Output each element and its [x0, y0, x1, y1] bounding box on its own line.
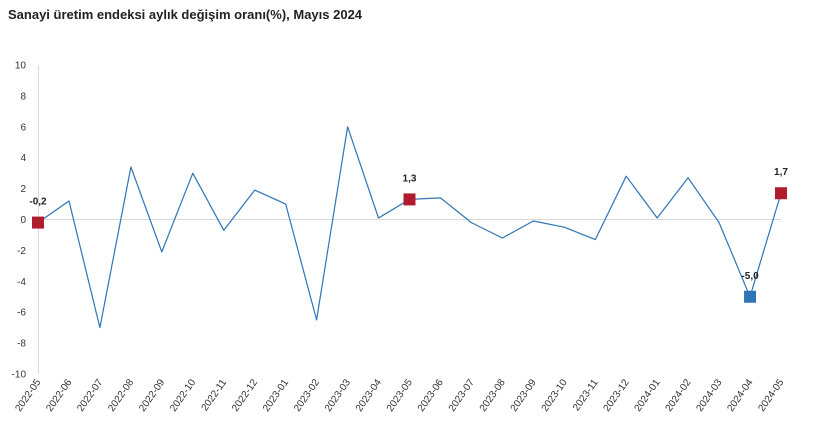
- marker-layer: -0,2 1,3 -5,0 1,7: [29, 167, 788, 303]
- chart-title: Sanayi üretim endeksi aylık değişim oran…: [8, 7, 363, 22]
- y-axis-ticks: 10 8 6 4 2 0 -2 -4 -6 -8 -10: [12, 61, 27, 381]
- data-point-marker: [744, 290, 757, 303]
- x-tick-label: 2024-04: [725, 377, 755, 414]
- x-tick-label: 2023-12: [602, 377, 632, 414]
- x-tick-label: 2023-08: [478, 377, 508, 414]
- x-tick-label: 2023-03: [323, 377, 353, 414]
- x-tick-label: 2023-01: [261, 377, 291, 414]
- x-tick-label: 2024-01: [633, 377, 663, 414]
- y-tick-label: 8: [20, 91, 26, 102]
- y-tick-label: -6: [17, 308, 26, 319]
- x-tick-label: 2024-02: [664, 377, 694, 414]
- y-tick-label: 0: [20, 215, 26, 226]
- y-tick-label: -8: [17, 339, 26, 350]
- x-tick-label: 2022-10: [168, 377, 198, 414]
- y-tick-label: 10: [15, 61, 27, 72]
- x-tick-label: 2022-11: [200, 377, 230, 413]
- data-point-marker: [775, 187, 787, 200]
- x-tick-label: 2024-03: [694, 377, 724, 414]
- y-tick-label: 6: [20, 122, 26, 133]
- x-tick-label: 2022-09: [137, 377, 167, 414]
- y-tick-label: -4: [17, 277, 26, 288]
- x-tick-label: 2023-05: [385, 377, 415, 414]
- data-point-marker: [32, 216, 44, 229]
- x-tick-label: 2023-04: [354, 377, 384, 414]
- y-tick-label: -10: [12, 370, 27, 381]
- data-label: 1,7: [774, 167, 788, 178]
- x-tick-label: 2022-06: [44, 377, 74, 414]
- y-tick-label: 4: [20, 153, 26, 164]
- x-tick-label: 2023-06: [416, 377, 446, 414]
- x-tick-label: 2023-02: [292, 377, 322, 414]
- y-tick-label: 2: [20, 184, 26, 195]
- x-tick-label: 2023-09: [509, 377, 539, 414]
- y-tick-label: -2: [17, 246, 26, 257]
- x-tick-label: 2022-05: [13, 377, 43, 414]
- x-tick-label: 2022-12: [230, 377, 260, 414]
- x-tick-label: 2023-10: [540, 377, 570, 414]
- x-tick-label: 2022-08: [106, 377, 136, 414]
- x-axis-ticks: 2022-05 2022-06 2022-07 2022-08 2022-09 2022-…: [13, 377, 786, 414]
- data-label: -5,0: [741, 271, 759, 282]
- data-label: 1,3: [403, 173, 417, 184]
- series-layer: [37, 126, 782, 329]
- x-tick-label: 2024-05: [756, 377, 786, 414]
- x-tick-label: 2023-11: [571, 377, 601, 413]
- series-line: [37, 126, 782, 329]
- x-tick-label: 2023-07: [447, 377, 477, 414]
- data-point-marker: [403, 193, 416, 206]
- data-label: -0,2: [29, 197, 47, 208]
- x-tick-label: 2022-07: [75, 377, 105, 414]
